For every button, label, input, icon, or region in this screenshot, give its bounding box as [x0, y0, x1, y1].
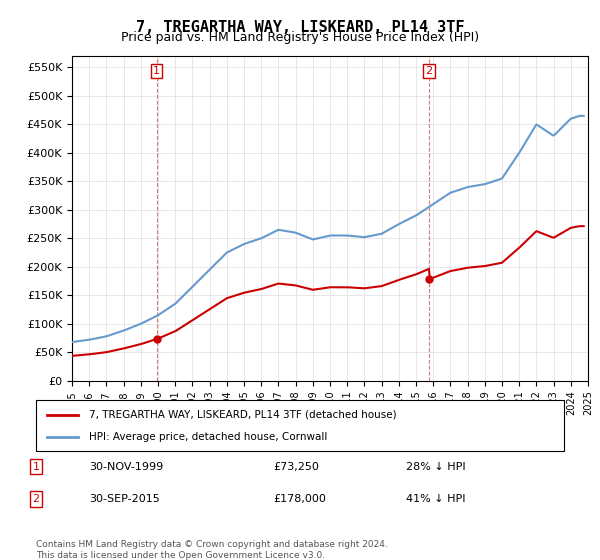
Text: 2: 2	[32, 494, 40, 504]
Text: 2: 2	[425, 66, 433, 76]
Text: 7, TREGARTHA WAY, LISKEARD, PL14 3TF (detached house): 7, TREGARTHA WAY, LISKEARD, PL14 3TF (de…	[89, 409, 397, 419]
Text: 41% ↓ HPI: 41% ↓ HPI	[406, 494, 465, 504]
Text: £178,000: £178,000	[274, 494, 326, 504]
Text: 7, TREGARTHA WAY, LISKEARD, PL14 3TF: 7, TREGARTHA WAY, LISKEARD, PL14 3TF	[136, 20, 464, 35]
Text: 30-NOV-1999: 30-NOV-1999	[89, 461, 163, 472]
Text: £73,250: £73,250	[274, 461, 319, 472]
Text: 28% ↓ HPI: 28% ↓ HPI	[406, 461, 465, 472]
Text: Price paid vs. HM Land Registry's House Price Index (HPI): Price paid vs. HM Land Registry's House …	[121, 31, 479, 44]
Text: Contains HM Land Registry data © Crown copyright and database right 2024.
This d: Contains HM Land Registry data © Crown c…	[36, 540, 388, 560]
Text: HPI: Average price, detached house, Cornwall: HPI: Average price, detached house, Corn…	[89, 432, 327, 442]
FancyBboxPatch shape	[36, 400, 564, 451]
Text: 1: 1	[32, 461, 40, 472]
Text: 30-SEP-2015: 30-SEP-2015	[89, 494, 160, 504]
Text: 1: 1	[153, 66, 160, 76]
